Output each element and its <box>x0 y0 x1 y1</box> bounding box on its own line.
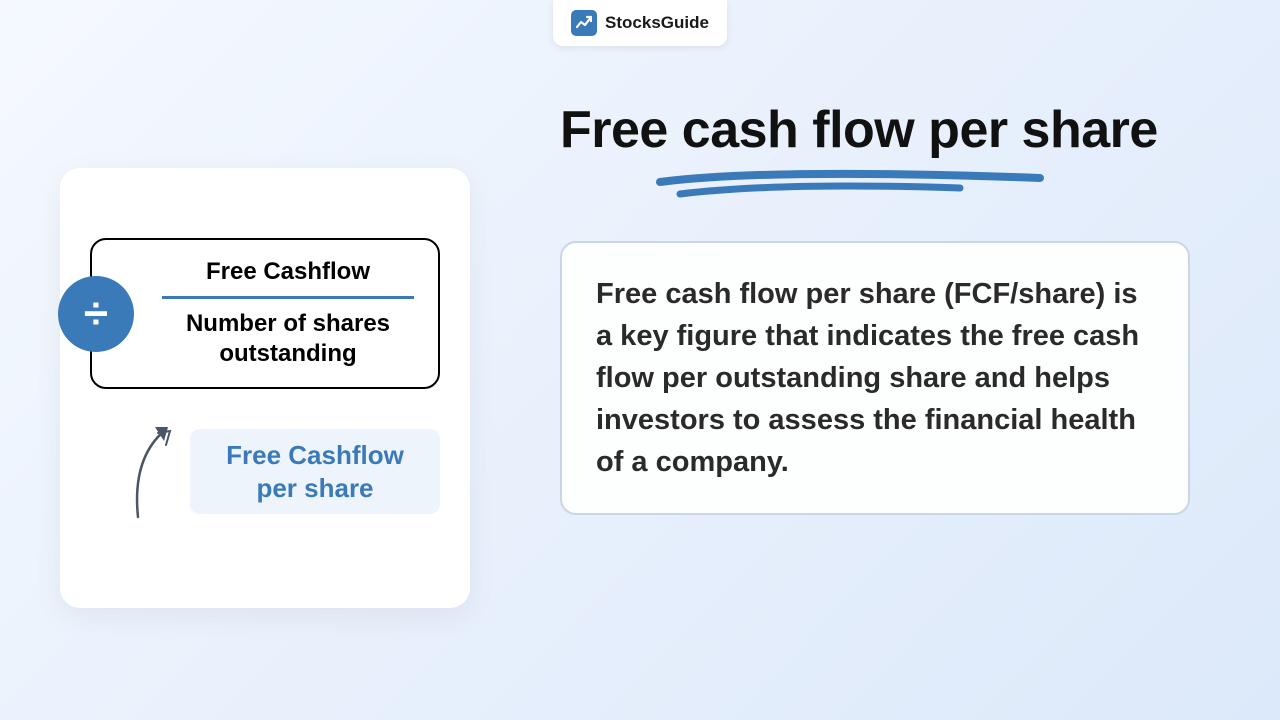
content-right: Free cash flow per share Free cash flow … <box>560 102 1190 515</box>
page-title: Free cash flow per share <box>560 102 1190 158</box>
description-text: Free cash flow per share (FCF/share) is … <box>596 273 1154 483</box>
formula-numerator: Free Cashflow <box>162 258 414 299</box>
logo-chart-icon <box>571 10 597 36</box>
formula-result-row: Free Cashflow per share <box>90 429 440 529</box>
formula-box: ÷ Free Cashflow Number of shares outstan… <box>90 238 440 389</box>
description-box: Free cash flow per share (FCF/share) is … <box>560 241 1190 515</box>
formula-result-label: Free Cashflow per share <box>190 429 440 514</box>
logo-text: StocksGuide <box>605 13 709 33</box>
divide-operator-icon: ÷ <box>58 276 134 352</box>
curved-arrow-icon <box>120 419 182 529</box>
logo-badge: StocksGuide <box>553 0 727 46</box>
formula-card: ÷ Free Cashflow Number of shares outstan… <box>60 168 470 608</box>
heading-underline-icon <box>650 164 1050 204</box>
formula-denominator: Number of shares outstanding <box>162 309 414 369</box>
